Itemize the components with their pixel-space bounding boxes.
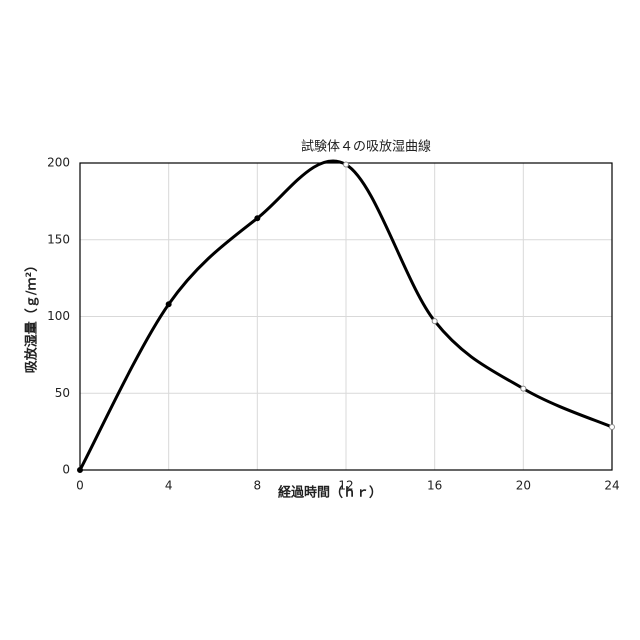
data-point: [344, 162, 349, 167]
y-tick-label: 200: [47, 156, 70, 170]
y-tick-label: 0: [62, 463, 70, 477]
chart: 試験体４の吸放湿曲線 経過時間（ｈｒ） 吸放湿量（ｇ/ｍ²） 0 50 100 150…: [0, 0, 640, 640]
x-tick-label: 8: [254, 479, 262, 493]
data-point: [255, 216, 260, 221]
x-tick-label: 24: [604, 479, 619, 493]
x-tick-label: 0: [76, 479, 84, 493]
chart-title: 試験体４の吸放湿曲線: [301, 139, 431, 155]
data-point: [432, 319, 437, 324]
x-tick-label: 4: [165, 479, 173, 493]
background: [0, 0, 640, 640]
x-tick-label: 20: [516, 479, 531, 493]
data-point: [166, 302, 171, 307]
y-tick-label: 50: [55, 386, 70, 400]
y-tick-label: 150: [47, 232, 70, 246]
data-point: [78, 468, 83, 473]
x-tick-label: 16: [427, 479, 442, 493]
x-axis-label: 経過時間（ｈｒ）: [278, 485, 382, 501]
y-tick-label: 100: [47, 309, 70, 323]
y-axis-label: 吸放湿量（ｇ/ｍ²）: [24, 259, 40, 373]
x-tick-label: 12: [338, 479, 353, 493]
data-point: [610, 425, 615, 430]
data-point: [521, 386, 526, 391]
